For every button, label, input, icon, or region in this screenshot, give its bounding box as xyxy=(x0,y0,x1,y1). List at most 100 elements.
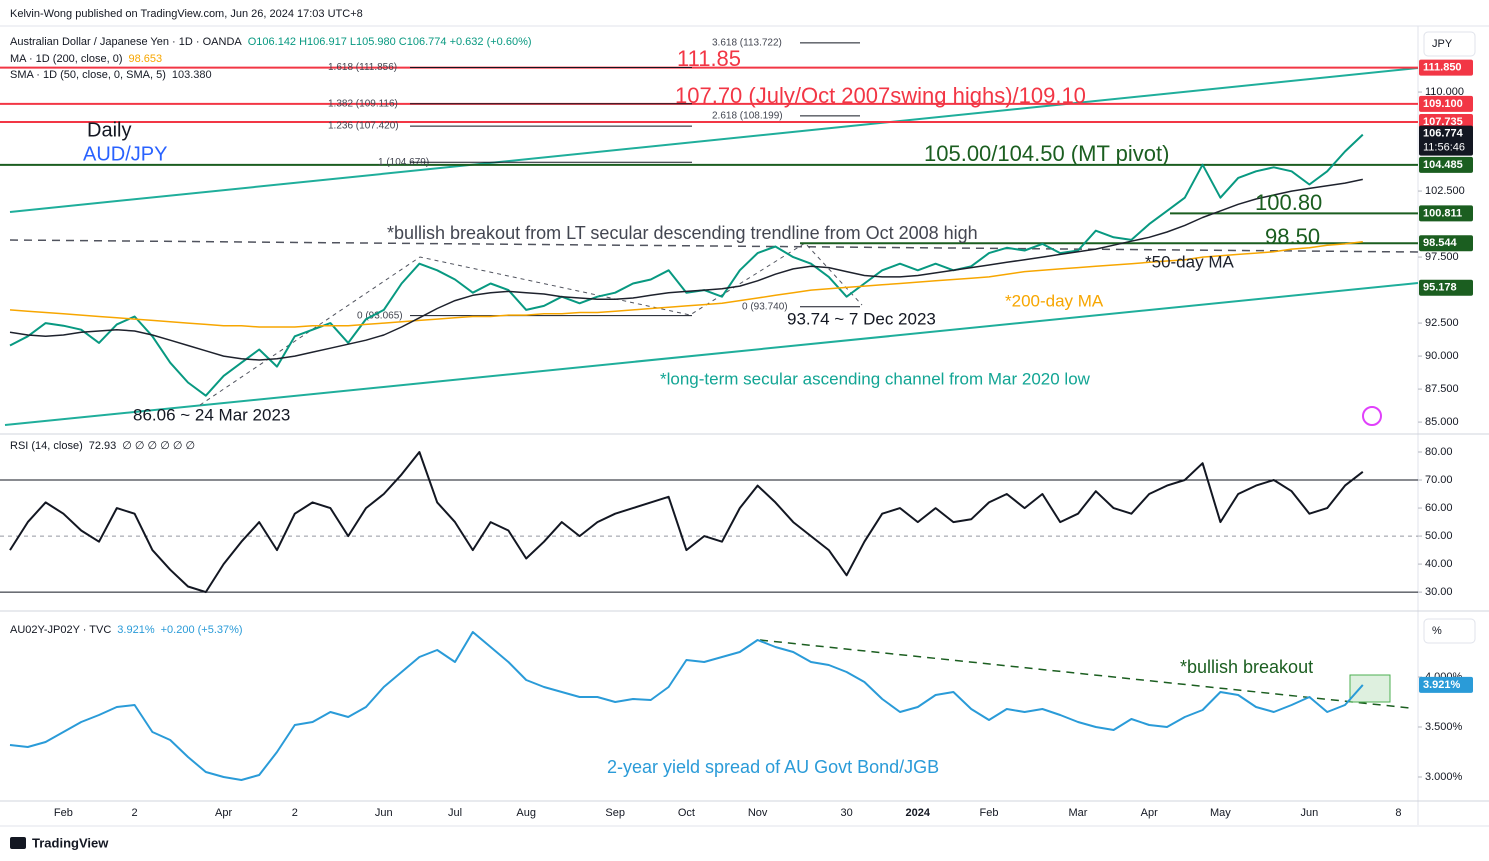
x-tick-label: Feb xyxy=(54,807,73,819)
last-price-label: 106.774 xyxy=(1423,128,1464,140)
y-tick-label: 3.500% xyxy=(1425,721,1463,733)
x-tick-label: Apr xyxy=(1141,807,1158,819)
annotation: *50-day MA xyxy=(1145,252,1234,271)
annotation: 98.50 xyxy=(1265,224,1320,249)
yield-trendline xyxy=(759,639,1411,709)
y-tick-label: 60.00 xyxy=(1425,502,1453,514)
tv-icon xyxy=(1362,406,1382,426)
price-badge xyxy=(1419,156,1473,173)
y-tick-label: 70.00 xyxy=(1425,474,1453,486)
publisher: Kelvin-Wong published on TradingView.com… xyxy=(10,8,363,20)
channel-upper xyxy=(9,67,1419,213)
x-tick-label: Jul xyxy=(448,807,462,819)
fib-swing xyxy=(199,242,863,406)
annotation: *bullish breakout from LT secular descen… xyxy=(387,223,978,243)
annotation: 86.06 ~ 24 Mar 2023 xyxy=(133,405,290,424)
x-tick-label: Sep xyxy=(605,807,625,819)
y-tick-label: 110.000 xyxy=(1425,86,1464,98)
price-badge-label: 107.735 xyxy=(1423,116,1463,128)
x-tick-label: Apr xyxy=(215,807,232,819)
price-badge-label: 95.178 xyxy=(1423,282,1457,294)
y-tick-label: 102.500 xyxy=(1425,185,1465,197)
legend-name: AU02Y-JP02Y · TVC xyxy=(10,624,111,636)
series-line xyxy=(9,451,1364,594)
annotation: *long-term secular ascending channel fro… xyxy=(660,369,1091,388)
fib-label: 0 (93.740) xyxy=(742,301,788,312)
legend: SMA · 1D (50, close, 0, SMA, 5) 103.380 xyxy=(10,69,212,81)
unit-box xyxy=(1423,618,1476,644)
x-tick-label: 2024 xyxy=(906,807,931,819)
legend: MA · 1D (200, close, 0) 98.653 xyxy=(10,53,162,65)
channel-lower xyxy=(4,282,1419,426)
fib-label: 1.618 (111.856) xyxy=(328,62,397,73)
fib-label: 1 (104.679) xyxy=(378,157,429,168)
legend-value: O106.142 H106.917 L105.980 C106.774 +0.6… xyxy=(248,36,532,48)
y-tick-label: 87.500 xyxy=(1425,383,1459,395)
fib-label: 0 (93.065) xyxy=(357,310,403,321)
price-badge xyxy=(1419,59,1473,76)
unit-label: % xyxy=(1432,625,1442,637)
legend-value: 98.653 xyxy=(129,53,163,65)
legend-extra: +0.200 (+5.37%) xyxy=(161,624,243,636)
legend-name: Australian Dollar / Japanese Yen · 1D · … xyxy=(10,36,242,48)
x-tick-label: 2 xyxy=(132,807,138,819)
x-tick-label: Nov xyxy=(748,807,768,819)
y-tick-label: 3.000% xyxy=(1425,771,1463,783)
legend-name: SMA · 1D (50, close, 0, SMA, 5) xyxy=(10,69,166,81)
y-tick-label: 90.000 xyxy=(1425,350,1459,362)
breakout-box xyxy=(1349,674,1391,703)
brand-logo xyxy=(10,837,26,849)
price-badge-label: 3.921% xyxy=(1423,679,1461,691)
series-line xyxy=(9,241,1363,328)
x-tick-label: Jun xyxy=(375,807,393,819)
price-badge xyxy=(1419,235,1473,252)
fib-label: 1.236 (107.420) xyxy=(328,121,399,132)
y-tick-label: 50.00 xyxy=(1425,530,1453,542)
unit-label: JPY xyxy=(1432,38,1453,50)
annotation: 111.85 xyxy=(677,46,741,71)
price-badge xyxy=(1419,95,1473,112)
price-badge-label: 104.485 xyxy=(1423,159,1463,171)
countdown: 11:56:46 xyxy=(1423,142,1465,154)
legend-value: 72.93 xyxy=(89,440,117,452)
annotation: *200-day MA xyxy=(1005,291,1104,310)
series-line xyxy=(9,133,1364,397)
legend: Australian Dollar / Japanese Yen · 1D · … xyxy=(10,36,532,48)
y-tick-label: 30.00 xyxy=(1425,586,1453,598)
brand: TradingView xyxy=(32,835,109,850)
price-badge xyxy=(1419,676,1473,693)
fib-label: 3.618 (113.722) xyxy=(712,38,782,49)
x-tick-label: Feb xyxy=(980,807,999,819)
price-badge-label: 98.544 xyxy=(1423,237,1458,249)
annotation: 2-year yield spread of AU Govt Bond/JGB xyxy=(607,757,939,777)
legend-name: MA · 1D (200, close, 0) xyxy=(10,53,123,65)
annotation: 107.70 (July/Oct 2007swing highs)/109.10 xyxy=(675,83,1086,108)
fib-label: 2.618 (108.199) xyxy=(712,110,783,121)
legend-name: RSI (14, close) xyxy=(10,440,83,452)
fib-label: 1.382 (109.116) xyxy=(328,98,398,109)
annotation: *bullish breakout xyxy=(1180,657,1313,677)
price-badge-label: 109.100 xyxy=(1423,98,1463,110)
y-tick-label: 80.00 xyxy=(1425,446,1453,458)
y-tick-label: 85.000 xyxy=(1425,416,1459,428)
price-badge-label: 100.811 xyxy=(1423,207,1462,219)
unit-box xyxy=(1423,31,1476,57)
annotation: AUD/JPY xyxy=(83,143,167,165)
annotation: 100.80 xyxy=(1255,190,1322,215)
legend-value: 3.921% xyxy=(117,624,155,636)
annotation: Daily xyxy=(87,119,131,141)
y-tick-label: 92.500 xyxy=(1425,317,1459,329)
legend: AU02Y-JP02Y · TVC 3.921% +0.200 (+5.37%) xyxy=(10,624,243,636)
x-tick-label: 2 xyxy=(292,807,298,819)
last-price-badge xyxy=(1419,125,1473,156)
descending-trendline xyxy=(9,239,1419,253)
x-tick-label: Aug xyxy=(516,807,536,819)
y-tick-label: 97.500 xyxy=(1425,251,1459,263)
series-line xyxy=(9,631,1364,781)
legend-value: 103.380 xyxy=(172,69,212,81)
legend: RSI (14, close) 72.93 ∅ ∅ ∅ ∅ ∅ ∅ xyxy=(10,440,195,452)
price-badge xyxy=(1419,279,1473,296)
